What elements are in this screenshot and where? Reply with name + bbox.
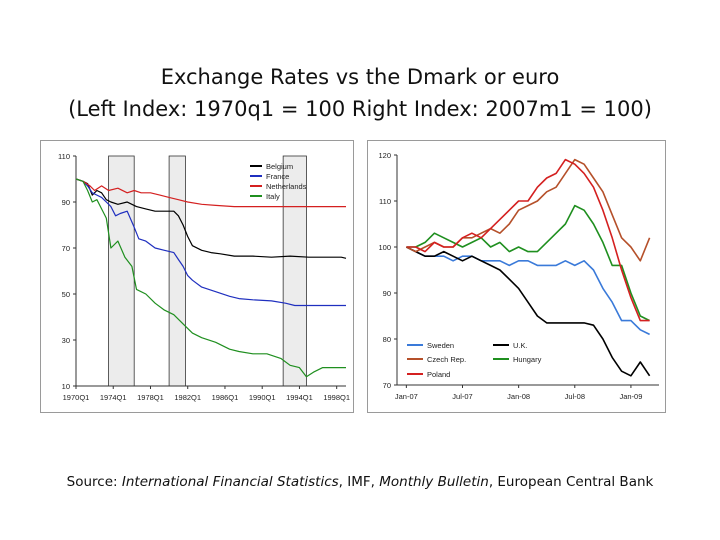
left-legend-label-italy: Italy (266, 192, 280, 201)
right-y-tick-label: 80 (383, 335, 391, 344)
left-chart-panel: 10 30 50 70 90 110 1970Q1 1974Q1 1978Q1 1982Q1 198… (40, 140, 354, 413)
right-x-tick-label: Jan-07 (395, 392, 418, 401)
right-frame (367, 140, 666, 413)
right-y-tick-label: 70 (383, 381, 391, 390)
right-y-tick-label: 110 (379, 197, 391, 206)
left-legend-label-netherlands: Netherlands (266, 182, 307, 191)
right-series-hungary (406, 204, 650, 322)
left-legend-label-belgium: Belgium (266, 162, 293, 171)
left-shaded-period-1 (108, 155, 135, 387)
source-sep1: , IMF, (338, 474, 380, 490)
right-y-tick-label: 100 (378, 243, 391, 252)
left-y-tick-label: 70 (62, 244, 70, 253)
left-series-france (75, 178, 346, 307)
source-sep2: , European Central Bank (488, 474, 654, 490)
slide-title-line1: Exchange Rates vs the Dmark or euro (160, 65, 560, 89)
right-x-tick-label: Jan-08 (507, 392, 530, 401)
left-series-italy (75, 178, 346, 378)
left-legend-label-france: France (266, 172, 289, 181)
left-x-tick-label: 1974Q1 (100, 393, 127, 402)
right-series-sweden (406, 246, 650, 336)
right-legend-label-u-k: U.K. (513, 341, 528, 350)
left-shaded-period-2 (168, 155, 186, 387)
right-series-u-k (406, 246, 651, 377)
left-y-tick-label: 30 (62, 336, 70, 345)
left-y-tick-label: 110 (58, 152, 70, 161)
left-x-tick-label: 1990Q1 (249, 393, 276, 402)
left-y-tick-label: 90 (62, 198, 70, 207)
right-legend-label-sweden: Sweden (427, 341, 454, 350)
left-series-belgium (75, 178, 347, 259)
right-x-tick-label: Jan-09 (619, 392, 642, 401)
source-ifs: International Financial Statistics (121, 474, 339, 490)
right-legend-label-poland: Poland (427, 370, 450, 379)
left-x-tick-label: 1978Q1 (137, 393, 164, 402)
left-chart: 10 30 50 70 90 110 1970Q1 1974Q1 1978Q1 1982Q1 198… (40, 140, 354, 413)
left-x-tick-label: 1970Q1 (63, 393, 90, 402)
right-x-tick-label: Jul-08 (565, 392, 585, 401)
source-bulletin: Monthly Bulletin (379, 474, 489, 490)
slide-title-line2: (Left Index: 1970q1 = 100 Right Index: 2… (68, 97, 652, 121)
right-legend-label-czech-rep: Czech Rep. (427, 355, 466, 364)
right-y-tick-label: 90 (383, 289, 391, 298)
left-x-tick-label: 1982Q1 (174, 393, 201, 402)
left-x-tick-label: 1994Q1 (286, 393, 313, 402)
right-x-tick-label: Jul-07 (452, 392, 472, 401)
right-y-tick-label: 120 (378, 151, 391, 160)
right-chart: 70 80 90 100 110 120 Jan-07 Jul-07 Jan-08 Jul-08 J… (367, 140, 666, 413)
left-y-tick-label: 50 (62, 290, 70, 299)
right-legend-label-hungary: Hungary (513, 355, 542, 364)
right-series-poland (406, 158, 650, 322)
source-prefix: Source: (66, 474, 122, 490)
source-note: Source: International Financial Statisti… (0, 474, 720, 490)
left-x-tick-label: 1986Q1 (212, 393, 239, 402)
right-chart-panel: 70 80 90 100 110 120 Jan-07 Jul-07 Jan-08 Jul-08 J… (367, 140, 666, 413)
left-y-tick-label: 10 (62, 382, 70, 391)
left-x-tick-label: 1998Q1 (323, 393, 350, 402)
left-series-netherlands (75, 178, 346, 208)
